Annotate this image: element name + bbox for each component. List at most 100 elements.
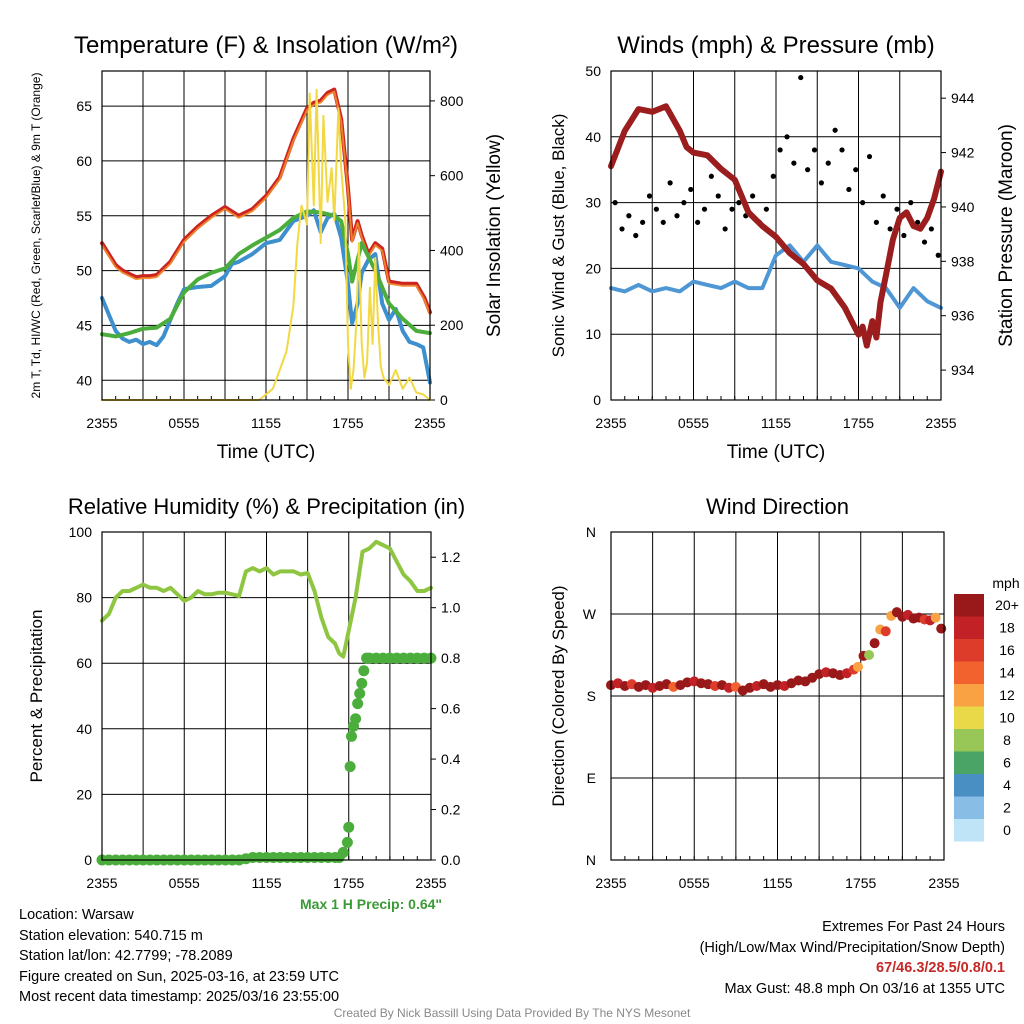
- gust-point: [791, 160, 797, 166]
- x-tick-label: 1155: [762, 875, 792, 891]
- x-tick-label: 1755: [843, 415, 874, 431]
- gust-point: [750, 193, 756, 199]
- y-tick-label: 45: [76, 317, 92, 333]
- gust-point: [928, 226, 934, 232]
- gust-point: [681, 200, 687, 206]
- chart-title: Wind Direction: [706, 494, 849, 519]
- chart-panel-2: Winds (mph) & Pressure (mb) 2355 0555 1155 1…: [549, 32, 1017, 463]
- gust-point: [825, 160, 831, 166]
- extremes-values: 67/46.3/28.5/0.8/0.1: [876, 960, 1005, 976]
- extremes-title: Extremes For Past 24 Hours: [822, 919, 1005, 935]
- x-tick-label: 2355: [86, 875, 117, 891]
- dewpoint-line: [100, 208, 432, 385]
- gust-point: [894, 206, 900, 212]
- gust-point: [853, 167, 859, 173]
- extremes-legend: (High/Low/Max Wind/Precipitation/Snow De…: [699, 939, 1005, 956]
- legend-swatch: [954, 684, 984, 707]
- precip-point: [354, 687, 366, 699]
- x-tick-label: 2355: [928, 875, 959, 891]
- y-right-tick-label: 0.2: [441, 802, 461, 818]
- precip-point: [350, 713, 362, 725]
- y-tick-label: N: [586, 524, 596, 540]
- direction-point: [930, 612, 941, 623]
- precip-point: [343, 821, 355, 833]
- y-tick-label: 65: [76, 98, 92, 114]
- x-tick-label: 0555: [678, 415, 709, 431]
- chart-panel-1: Temperature (F) & Insolation (W/m²) 2355 0…: [29, 32, 505, 463]
- gust-point: [901, 232, 907, 239]
- legend-label: 16: [999, 642, 1015, 658]
- y-tick-label: 30: [585, 195, 601, 211]
- gust-point: [695, 219, 701, 225]
- gust-point: [805, 167, 811, 173]
- precip-point: [341, 836, 353, 848]
- y-tick-label: 60: [76, 655, 92, 671]
- gust-point: [715, 193, 721, 199]
- legend-swatch: [954, 751, 984, 774]
- x-tick-label: 1155: [251, 875, 281, 891]
- x-tick-label: 2355: [595, 875, 626, 891]
- y-axis-label-left: Sonic Wind & Gust (Blue, Black): [549, 114, 568, 358]
- gust-point: [646, 193, 653, 199]
- y-right-tick-label: 934: [951, 362, 975, 378]
- x-tick-label: 2355: [414, 415, 445, 431]
- legend-swatch: [954, 616, 984, 639]
- gust-point: [873, 219, 879, 225]
- legend-swatch: [954, 796, 984, 819]
- precip-point: [352, 698, 364, 710]
- max-gust-text: Max Gust: 48.8 mph On 03/16 at 1355 UTC: [724, 980, 1005, 997]
- gust-point: [708, 173, 714, 179]
- chart-panel-3: Relative Humidity (%) & Precipitation (i…: [27, 494, 465, 891]
- x-axis-label: Time (UTC): [727, 442, 826, 463]
- legend-label: 2: [1003, 800, 1011, 816]
- gust-point: [674, 213, 680, 219]
- y-tick-label: W: [583, 606, 597, 622]
- y-axis-label-left: 2m T, Td, HI/WC (Red, Green, Scarlet/Blu…: [29, 73, 43, 399]
- station-info: Location: Warsaw Station elevation: 540.…: [19, 905, 339, 1008]
- gust-point: [777, 147, 783, 153]
- legend-swatch: [954, 639, 984, 662]
- gust-point: [921, 239, 928, 245]
- x-tick-label: 2355: [415, 875, 446, 891]
- x-tick-label: 1755: [333, 875, 364, 891]
- direction-point: [852, 661, 863, 672]
- precip-point: [356, 677, 368, 689]
- x-tick-label: 0555: [679, 875, 710, 891]
- x-axis-label: Time (UTC): [217, 442, 316, 463]
- legend-label: 12: [999, 687, 1015, 703]
- gust-point: [798, 74, 804, 81]
- y-tick-label: 100: [69, 524, 93, 540]
- y-right-tick-label: 938: [951, 253, 975, 269]
- chart-title: Winds (mph) & Pressure (mb): [617, 32, 934, 59]
- y-right-tick-label: 1.0: [441, 600, 461, 616]
- gust-point: [935, 252, 941, 258]
- legend-label: 8: [1003, 732, 1011, 748]
- x-tick-label: 1155: [251, 415, 281, 431]
- y-right-tick-label: 940: [951, 199, 975, 215]
- y-tick-label: 50: [585, 63, 601, 79]
- y-tick-label: 40: [585, 129, 601, 145]
- location-text: Location: Warsaw: [19, 907, 134, 923]
- gust-point: [811, 147, 818, 153]
- created-text: Figure created on Sun, 2025-03-16, at 23…: [19, 968, 339, 985]
- gust-point: [640, 219, 646, 225]
- gust-point: [770, 173, 776, 179]
- gust-point: [612, 200, 618, 206]
- x-tick-label: 2355: [925, 415, 956, 431]
- precip-point: [358, 665, 370, 677]
- precip-point: [337, 846, 349, 858]
- gust-point: [832, 127, 838, 133]
- legend-swatch: [954, 774, 984, 797]
- legend-swatch: [954, 819, 984, 842]
- legend-swatch: [954, 706, 984, 729]
- y-axis-label-right: Station Pressure (Maroon): [996, 124, 1017, 347]
- gust-point: [701, 206, 708, 212]
- plot-frame: [610, 531, 945, 861]
- y-right-tick-label: 600: [440, 168, 464, 184]
- legend-label: 0: [1003, 822, 1011, 838]
- y-tick-label: 80: [76, 590, 92, 606]
- y-right-tick-label: 0: [440, 392, 448, 408]
- chart-title: Temperature (F) & Insolation (W/m²): [74, 32, 458, 59]
- y-right-tick-label: 944: [951, 90, 975, 106]
- y-tick-label: 40: [76, 372, 92, 388]
